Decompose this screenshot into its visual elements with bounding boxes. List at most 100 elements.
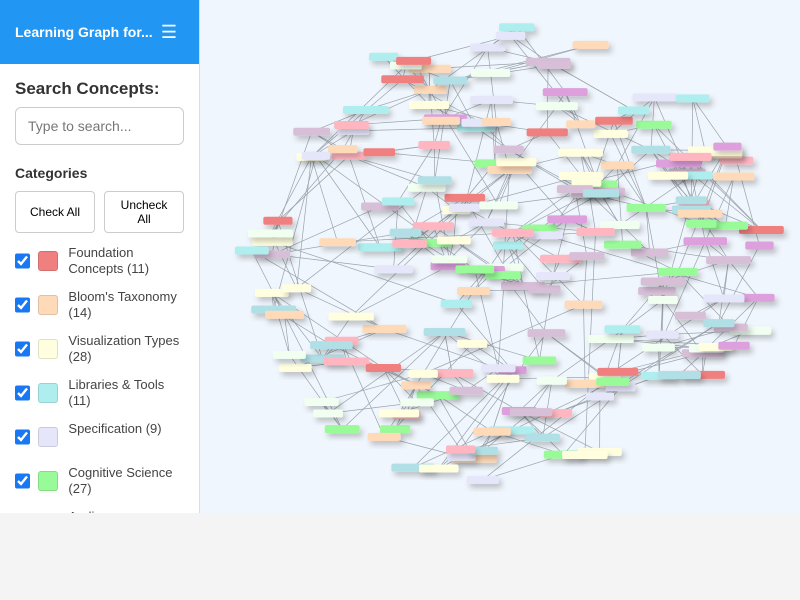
graph-node[interactable] bbox=[499, 23, 535, 32]
graph-node[interactable] bbox=[328, 145, 358, 154]
graph-node[interactable] bbox=[301, 151, 330, 160]
graph-node[interactable] bbox=[358, 243, 403, 252]
graph-node[interactable] bbox=[392, 239, 427, 248]
graph-node[interactable] bbox=[430, 369, 474, 378]
hamburger-icon[interactable]: ☰ bbox=[160, 21, 177, 42]
graph-node[interactable] bbox=[408, 369, 438, 378]
graph-node[interactable] bbox=[369, 52, 399, 61]
graph-node[interactable] bbox=[466, 475, 499, 484]
uncheck-all-button[interactable]: Uncheck All bbox=[104, 191, 184, 233]
graph-node[interactable] bbox=[455, 265, 495, 274]
graph-node[interactable] bbox=[431, 255, 468, 264]
graph-node[interactable] bbox=[593, 129, 628, 138]
graph-node[interactable] bbox=[468, 446, 498, 455]
graph-node[interactable] bbox=[559, 171, 604, 180]
graph-node[interactable] bbox=[674, 311, 706, 320]
graph-node[interactable] bbox=[604, 325, 641, 334]
graph-node[interactable] bbox=[263, 216, 293, 225]
graph-node[interactable] bbox=[595, 116, 633, 125]
graph-node[interactable] bbox=[234, 246, 269, 255]
graph-node[interactable] bbox=[449, 386, 483, 395]
graph-node[interactable] bbox=[600, 161, 634, 170]
category-checkbox[interactable] bbox=[15, 385, 31, 401]
category-item[interactable]: Libraries & Tools (11) bbox=[15, 377, 184, 409]
category-checkbox[interactable] bbox=[15, 429, 31, 445]
graph-node[interactable] bbox=[572, 40, 609, 49]
category-checkbox[interactable] bbox=[15, 473, 31, 489]
graph-node[interactable] bbox=[417, 176, 452, 185]
graph-node[interactable] bbox=[576, 227, 615, 236]
graph-node[interactable] bbox=[248, 229, 294, 238]
graph-node[interactable] bbox=[334, 120, 369, 129]
graph-node[interactable] bbox=[412, 222, 455, 231]
graph-node[interactable] bbox=[479, 201, 518, 210]
graph-node[interactable] bbox=[408, 183, 446, 192]
graph-node[interactable] bbox=[562, 451, 608, 460]
graph-node[interactable] bbox=[675, 196, 707, 205]
graph-node[interactable] bbox=[713, 172, 755, 181]
graph-node[interactable] bbox=[313, 409, 343, 418]
graph-node[interactable] bbox=[365, 363, 402, 372]
category-item[interactable]: Audience bbox=[15, 509, 184, 513]
graph-node[interactable] bbox=[582, 189, 620, 198]
graph-node[interactable] bbox=[416, 391, 459, 400]
graph-node[interactable] bbox=[564, 300, 603, 309]
graph-node[interactable] bbox=[631, 145, 671, 154]
graph-node[interactable] bbox=[380, 425, 411, 434]
graph-node[interactable] bbox=[252, 237, 293, 246]
graph-node[interactable] bbox=[632, 93, 677, 102]
graph-node[interactable] bbox=[706, 256, 751, 265]
graph-node[interactable] bbox=[255, 288, 289, 297]
graph-node[interactable] bbox=[414, 85, 447, 94]
graph-node[interactable] bbox=[378, 409, 420, 418]
graph-node[interactable] bbox=[401, 381, 431, 390]
graph-node[interactable] bbox=[485, 271, 521, 280]
graph-node[interactable] bbox=[658, 267, 698, 276]
graph-node[interactable] bbox=[686, 219, 717, 228]
search-input[interactable] bbox=[15, 107, 184, 145]
graph-node[interactable] bbox=[677, 209, 723, 218]
graph-svg[interactable] bbox=[200, 0, 800, 513]
graph-node[interactable] bbox=[487, 166, 532, 175]
graph-node[interactable] bbox=[422, 116, 460, 125]
graph-node[interactable] bbox=[374, 265, 413, 274]
graph-node[interactable] bbox=[457, 286, 490, 295]
graph-canvas[interactable] bbox=[200, 0, 800, 513]
graph-node[interactable] bbox=[486, 374, 520, 383]
category-checkbox[interactable] bbox=[15, 341, 31, 357]
graph-node[interactable] bbox=[491, 228, 534, 237]
graph-node[interactable] bbox=[655, 159, 702, 168]
graph-node[interactable] bbox=[527, 329, 566, 338]
graph-node[interactable] bbox=[444, 193, 486, 202]
graph-node[interactable] bbox=[587, 334, 634, 343]
graph-node[interactable] bbox=[713, 142, 742, 151]
graph-node[interactable] bbox=[440, 299, 473, 308]
graph-node[interactable] bbox=[381, 197, 415, 206]
graph-node[interactable] bbox=[323, 357, 370, 366]
graph-node[interactable] bbox=[423, 327, 466, 336]
graph-node[interactable] bbox=[669, 152, 712, 161]
graph-node[interactable] bbox=[493, 145, 524, 154]
graph-node[interactable] bbox=[535, 272, 570, 281]
graph-node[interactable] bbox=[636, 120, 672, 129]
graph-node[interactable] bbox=[418, 464, 459, 473]
graph-node[interactable] bbox=[319, 238, 356, 247]
graph-node[interactable] bbox=[683, 237, 728, 246]
graph-node[interactable] bbox=[433, 76, 468, 85]
category-checkbox[interactable] bbox=[15, 253, 31, 269]
graph-node[interactable] bbox=[638, 286, 676, 295]
graph-node[interactable] bbox=[542, 88, 588, 97]
graph-node[interactable] bbox=[447, 452, 476, 461]
graph-node[interactable] bbox=[646, 330, 679, 339]
graph-node[interactable] bbox=[448, 203, 480, 212]
graph-node[interactable] bbox=[481, 118, 511, 127]
graph-node[interactable] bbox=[293, 127, 331, 136]
check-all-button[interactable]: Check All bbox=[15, 191, 95, 233]
graph-node[interactable] bbox=[535, 102, 578, 111]
graph-node[interactable] bbox=[648, 295, 678, 304]
graph-node[interactable] bbox=[436, 236, 471, 245]
graph-node[interactable] bbox=[265, 310, 304, 319]
graph-node[interactable] bbox=[362, 324, 407, 333]
category-item[interactable]: Bloom's Taxonomy (14) bbox=[15, 289, 184, 321]
graph-node[interactable] bbox=[525, 433, 560, 442]
